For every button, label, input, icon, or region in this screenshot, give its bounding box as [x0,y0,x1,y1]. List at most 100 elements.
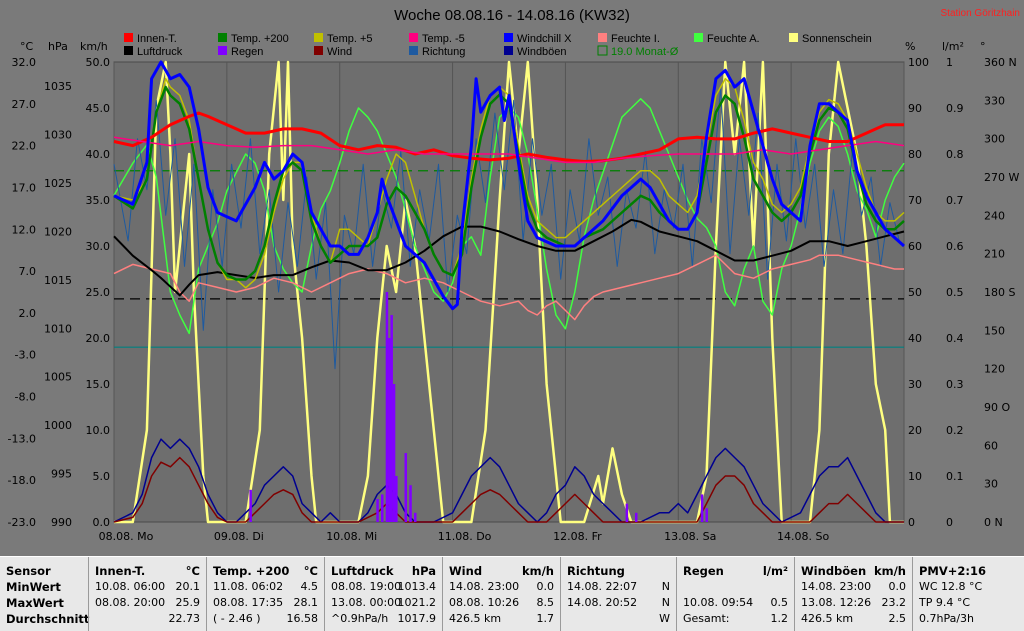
rain-tick-label: 0.3 [946,378,964,391]
luftdruck-max-value: 1021.2 [397,596,437,609]
axis-unit-kmh: km/h [80,40,108,53]
temp-tick-label: 32.0 [12,56,37,69]
rain-tick-label: 0.6 [946,240,964,253]
hpa-tick-label: 990 [51,516,72,529]
wind-max-time: 08.08. 10:26 [449,596,520,609]
temp-tick-label: -13.0 [8,432,36,445]
rain-tick-label: 0.5 [946,286,964,299]
direction-tick-label: 240 [984,209,1005,222]
innen-max-time: 08.08. 20:00 [95,596,166,609]
temp200-header: Temp. +200 [213,564,290,578]
rain-bar [625,503,629,522]
luftdruck-max-time: 13.08. 00:00 [331,596,402,609]
direction-tick-label: 180 S [984,286,1015,299]
luftdruck-unit: hPa [411,564,436,578]
axis-unit-rain: l/m² [942,40,964,53]
richtung-max-time: 14.08. 20:52 [567,596,638,609]
percent-tick-label: 40 [908,332,922,345]
direction-tick-label: 330 [984,94,1005,107]
temp200-max-value: 28.1 [293,596,319,609]
legend-swatch [504,33,513,42]
legend-label: Temp. -5 [422,33,465,45]
rain-bars [249,292,708,522]
pmv-header: PMV+2:16 [919,564,987,578]
kmh-tick-label: 35.0 [86,194,111,207]
hpa-tick-label: 1010 [44,322,72,335]
series-temp-5 [113,136,905,164]
kmh-tick-label: 20.0 [86,332,111,345]
maxwert-label: MaxWert [6,596,64,610]
percent-tick-label: 20 [908,424,922,437]
weather-chart: Woche 08.08.16 - 14.08.16 (KW32) Station… [7,7,1020,543]
regen-unit: l/m² [762,564,788,578]
legend-swatch [598,33,607,42]
kmh-tick-label: 50.0 [86,56,111,69]
rain-bar [705,508,708,522]
legend-label: Innen-T. [137,33,177,45]
hpa-tick-label: 1025 [44,177,72,190]
kmh-tick-label: 25.0 [86,286,111,299]
percent-tick-label: 50 [908,286,922,299]
rain-tick-label: 0 [946,516,953,529]
direction-tick-label: 210 [984,248,1005,261]
legend-swatch [789,33,798,42]
rain-bar [376,499,379,522]
kmh-tick-label: 30.0 [86,240,111,253]
innen-max-value: 25.9 [175,596,201,609]
rain-bar [385,292,389,522]
direction-tick-label: 150 [984,324,1005,337]
legend-swatch [409,46,418,55]
pmv-pressure-trend: 0.7hPa/3h [919,612,975,625]
percent-tick-label: 100 [908,56,929,69]
legend-swatch [504,46,513,55]
windboeen-unit: km/h [873,564,906,578]
series-feuchte-i [113,254,904,321]
rain-bar [404,453,407,522]
legend-swatch [409,33,418,42]
temp200-avg-note: ( - 2.46 ) [213,612,261,625]
pmv-taupunkt: TP 9.4 °C [919,596,971,609]
rain-tick-label: 0.7 [946,194,964,207]
percent-tick-label: 10 [908,470,922,483]
plot-area [113,61,905,523]
temp200-min-value: 4.5 [300,580,319,593]
legend-label: Feuchte A. [707,33,760,45]
day-label: 09.08. Di [214,530,264,543]
series-feuchte-a [113,98,905,335]
series-richtung [113,87,900,370]
rain-bar [392,384,396,522]
legend-label: Windchill X [517,33,572,45]
innen-unit: °C [185,564,200,578]
rain-bar [414,512,417,522]
kmh-tick-label: 0.0 [93,516,111,529]
day-label: 08.08. Mo [99,530,154,543]
richtung-header: Richtung [567,564,625,578]
temp-tick-label: 27.0 [12,98,37,111]
direction-tick-label: 300 [984,133,1005,146]
regen-total-value: 1.2 [770,612,789,625]
legend-swatch [218,33,227,42]
percent-tick-label: 60 [908,240,922,253]
series-wind [113,456,904,523]
temp-tick-label: 7.0 [19,265,37,278]
temp-tick-label: 22.0 [12,140,37,153]
kmh-tick-label: 40.0 [86,148,111,161]
temp200-min-time: 11.08. 06:02 [213,580,284,593]
legend-label: Luftdruck [137,46,183,58]
axis-unit-percent: % [905,40,915,53]
legend-swatch [597,45,608,56]
richtung-min-time: 14.08. 22:07 [567,580,638,593]
series-windb-en [113,438,904,523]
direction-tick-label: 60 [984,439,998,452]
temp-tick-label: 17.0 [12,181,37,194]
legend-swatch [694,33,703,42]
temp200-unit: °C [303,564,318,578]
regen-header: Regen [683,564,724,578]
windboeen-distance: 426.5 km [801,612,854,625]
hpa-tick-label: 1035 [44,80,72,93]
rain-bar [700,494,704,522]
regen-total-label: Gesamt: [683,612,730,625]
windboeen-max-value: 23.2 [881,596,907,609]
rain-bar [395,476,398,522]
